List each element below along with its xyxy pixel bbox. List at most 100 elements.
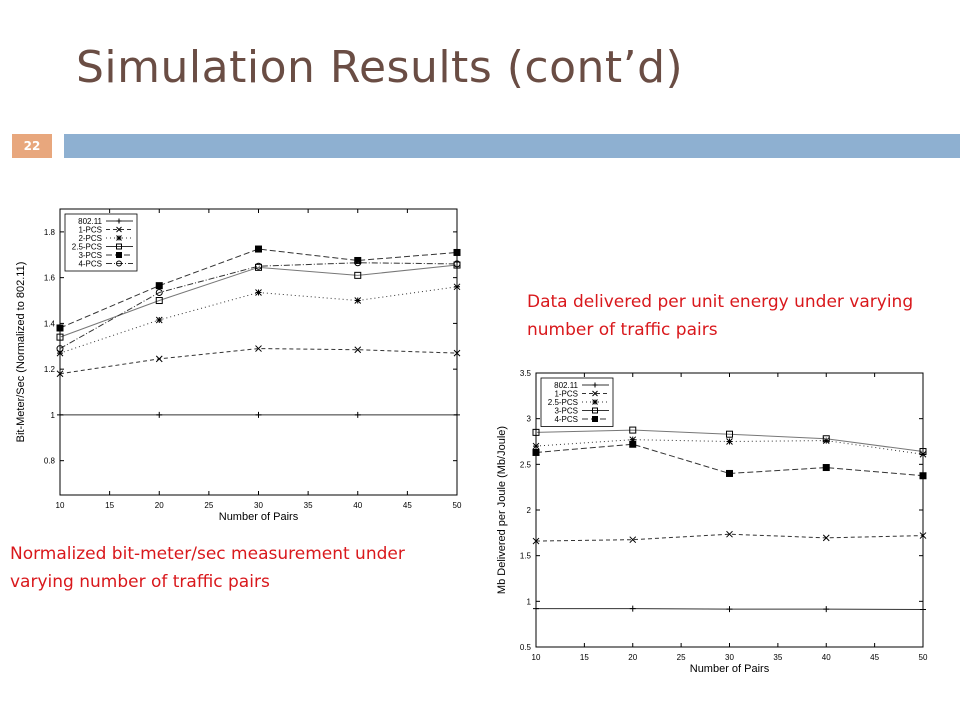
chart2-xtick-label-1: 15	[580, 653, 589, 662]
chart1-legend-marker-1	[116, 226, 122, 233]
chart1-point-0-4	[454, 411, 460, 418]
chart2-xtick-label-2: 20	[628, 653, 637, 662]
chart2-point-2-0	[532, 442, 540, 450]
chart2-point-3-2	[726, 430, 733, 438]
chart2-legend-marker-2	[592, 399, 598, 405]
caption-right: Data delivered per unit energy under var…	[527, 292, 914, 340]
chart2-legend-label-2: 2.5-PCS	[548, 398, 578, 407]
chart2-ytick-label-6: 3.5	[520, 369, 532, 378]
chart1-legend-label-4: 3-PCS	[78, 251, 102, 260]
chart1-series-line-4	[59, 248, 458, 329]
chart1-point-1-3	[354, 346, 362, 354]
chart1-point-4-0	[56, 324, 64, 332]
chart2-legend-marker-1	[592, 390, 598, 397]
chart1-point-5-1	[155, 289, 163, 297]
title-accent-bar	[64, 134, 960, 158]
chart1-series-line-5	[59, 262, 458, 350]
chart1-series-line-3	[59, 264, 458, 338]
chart2-point-4-1	[629, 440, 637, 448]
chart2-point-3-1	[629, 426, 637, 434]
chart2-series-line-1	[535, 533, 924, 542]
chart2-point-3-0	[532, 428, 540, 436]
chart1-legend-label-3: 2.5-PCS	[72, 243, 102, 252]
chart2-series-0	[533, 605, 926, 613]
chart2-point-0-0	[533, 605, 539, 612]
chart2-point-1-2	[726, 530, 733, 538]
chart2-xtick-label-7: 45	[870, 653, 879, 662]
chart2-xtick-label-3: 25	[677, 653, 686, 662]
chart1-point-4-1	[155, 282, 163, 290]
chart1-legend-label-2: 2-PCS	[78, 234, 102, 243]
chart1-y-axis-label: Bit-Meter/Sec (Normalized to 802.11)	[15, 262, 27, 443]
chart2-legend-marker-4	[592, 416, 598, 422]
chart1-legend-marker-0	[116, 218, 122, 224]
chart2-point-0-4	[920, 606, 926, 613]
chart1-legend-box	[64, 213, 138, 272]
chart1-legend-marker-4	[116, 252, 122, 258]
chart1-legend-label-0: 802.11	[78, 217, 102, 226]
chart1-xtick-label-1: 15	[105, 501, 114, 510]
chart1-xtick-label-7: 45	[403, 501, 412, 510]
chart1-point-3-3	[354, 271, 362, 279]
chart1-point-2-3	[354, 297, 362, 304]
chart2-y-axis-label: Mb Delivered per Joule (Mb/Joule)	[496, 426, 508, 594]
chart1-series-2	[56, 283, 461, 357]
chart2-xtick-label-6: 40	[822, 653, 831, 662]
chart1-series-5	[56, 259, 461, 353]
chart1-xtick-label-0: 10	[56, 501, 65, 510]
chart1-ytick-label-4: 1.6	[44, 274, 56, 283]
chart2-legend-label-0: 802.11	[554, 381, 578, 390]
chart2-legend-marker-3	[592, 407, 598, 414]
chart2-xtick-label-8: 50	[919, 653, 928, 662]
chart1-series-0	[57, 411, 460, 418]
chart1-xtick-label-8: 50	[453, 501, 462, 510]
chart1-point-2-1	[155, 316, 163, 324]
chart2-point-3-3	[822, 435, 830, 443]
chart2-ytick-label-5: 3	[527, 415, 532, 424]
chart2-point-4-3	[822, 464, 830, 472]
chart1-legend-marker-5	[116, 260, 122, 267]
chart2-series-2	[532, 436, 927, 458]
chart1-xtick-label-6: 40	[353, 501, 362, 510]
chart1-point-1-1	[155, 355, 163, 363]
chart2-legend-box	[540, 377, 614, 427]
chart1-point-3-1	[155, 297, 163, 305]
chart2-point-1-4	[919, 532, 927, 539]
chart2-point-1-3	[822, 534, 830, 542]
slide-title: Simulation Results (cont’d)	[76, 42, 684, 93]
chart2-point-0-2	[726, 606, 733, 613]
chart1-ytick-label-5: 1.8	[44, 228, 56, 237]
chart1-xtick-label-5: 35	[304, 501, 313, 510]
chart1-point-0-2	[255, 411, 262, 418]
chart1-point-5-3	[354, 259, 362, 267]
chart2-legend-label-4: 4-PCS	[554, 415, 578, 424]
chart2-legend-label-3: 3-PCS	[554, 407, 578, 416]
chart1-point-4-4	[453, 248, 461, 256]
chart2-point-1-1	[629, 536, 637, 544]
chart2-point-4-4	[919, 472, 927, 480]
chart1-point-2-0	[56, 349, 64, 357]
chart1-point-5-2	[255, 262, 262, 270]
chart1-point-4-3	[354, 256, 362, 264]
chart1-legend-label-1: 1-PCS	[78, 226, 102, 235]
chart2-legend-marker-0	[592, 382, 598, 388]
chart1-series-line-2	[59, 286, 458, 354]
chart2-ytick-label-0: 0.5	[520, 643, 532, 652]
chart1-legend-marker-2	[116, 235, 122, 241]
chart1-series-3	[56, 261, 461, 341]
chart1-point-1-4	[453, 349, 461, 357]
chart1-x-axis-label: Number of Pairs	[219, 511, 299, 523]
chart2-ytick-label-4: 2.5	[520, 460, 532, 469]
chart2-x-axis-label: Number of Pairs	[690, 663, 770, 675]
chart1-xtick-label-4: 30	[254, 501, 263, 510]
chart1-point-5-0	[56, 345, 64, 353]
chart1-point-0-1	[156, 411, 163, 418]
chart2-point-4-0	[532, 448, 540, 456]
chart2-series-1	[532, 530, 927, 545]
chart1-point-1-0	[56, 370, 64, 378]
chart1-point-5-4	[453, 260, 461, 268]
chart2-point-4-2	[726, 469, 733, 477]
chart1-point-1-2	[255, 345, 262, 352]
chart1-ytick-label-2: 1.2	[44, 365, 56, 374]
caption-left: Normalized bit-meter/sec measurement und…	[10, 544, 405, 592]
